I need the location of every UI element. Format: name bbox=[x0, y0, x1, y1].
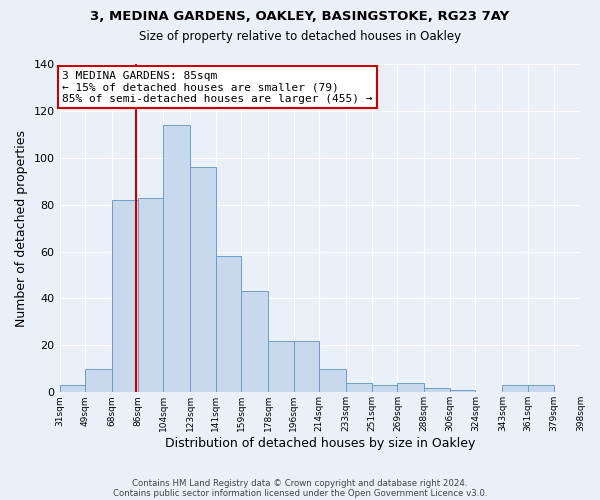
Bar bbox=[137, 198, 163, 392]
Text: Size of property relative to detached houses in Oakley: Size of property relative to detached ho… bbox=[139, 30, 461, 43]
X-axis label: Distribution of detached houses by size in Oakley: Distribution of detached houses by size … bbox=[165, 437, 475, 450]
Bar bbox=[319, 369, 346, 392]
Text: 3 MEDINA GARDENS: 85sqm
← 15% of detached houses are smaller (79)
85% of semi-de: 3 MEDINA GARDENS: 85sqm ← 15% of detache… bbox=[62, 70, 373, 104]
Bar bbox=[163, 125, 190, 392]
Bar bbox=[397, 383, 424, 392]
Bar bbox=[112, 200, 137, 392]
Y-axis label: Number of detached properties: Number of detached properties bbox=[15, 130, 28, 326]
Bar bbox=[190, 167, 215, 392]
Bar bbox=[241, 292, 268, 392]
Bar bbox=[580, 390, 600, 392]
Bar bbox=[528, 386, 554, 392]
Bar bbox=[372, 386, 397, 392]
Bar bbox=[450, 390, 475, 392]
Text: 3, MEDINA GARDENS, OAKLEY, BASINGSTOKE, RG23 7AY: 3, MEDINA GARDENS, OAKLEY, BASINGSTOKE, … bbox=[91, 10, 509, 23]
Bar bbox=[294, 340, 319, 392]
Bar bbox=[502, 386, 528, 392]
Bar bbox=[59, 386, 85, 392]
Bar bbox=[268, 340, 294, 392]
Bar bbox=[346, 383, 372, 392]
Bar bbox=[85, 369, 112, 392]
Text: Contains public sector information licensed under the Open Government Licence v3: Contains public sector information licen… bbox=[113, 488, 487, 498]
Bar bbox=[424, 388, 450, 392]
Bar bbox=[215, 256, 241, 392]
Text: Contains HM Land Registry data © Crown copyright and database right 2024.: Contains HM Land Registry data © Crown c… bbox=[132, 478, 468, 488]
